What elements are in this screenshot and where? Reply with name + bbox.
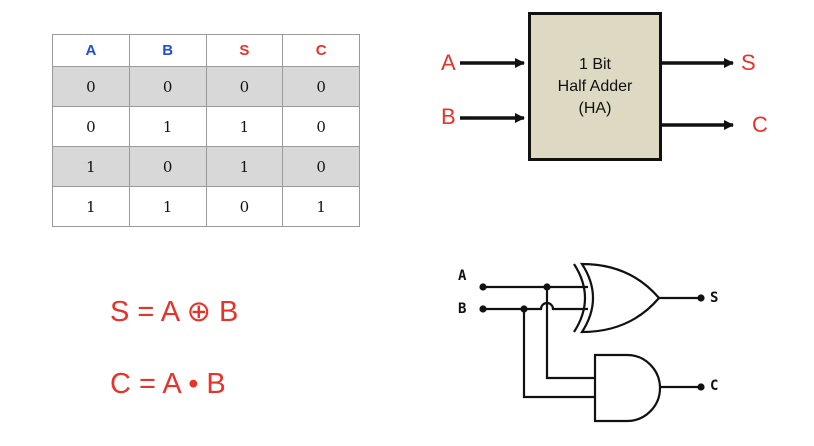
- header-c: C: [282, 34, 360, 67]
- output-c-dot: [697, 383, 705, 391]
- cell-c: 0: [282, 66, 360, 107]
- gate-input-b-label: B: [458, 301, 467, 317]
- truth-table: A B S C 0 0 0 0 0 1 1 0 1 0 1 0 1 1 0 1: [52, 34, 360, 227]
- xor-gate-icon: [573, 262, 661, 334]
- input-b-dot: [479, 305, 487, 313]
- block-input-b-label: B: [441, 104, 456, 129]
- wire-a-to-and: [545, 287, 595, 380]
- carry-equation: C = A • B: [110, 368, 226, 400]
- cell-c: 0: [282, 146, 360, 187]
- block-input-a-label: A: [441, 50, 456, 75]
- cell-s: 0: [205, 186, 284, 227]
- cell-b: 1: [128, 186, 207, 227]
- truth-table-header-row: A B S C: [52, 34, 360, 67]
- output-s-dot: [697, 294, 705, 302]
- junction-b-dot: [520, 305, 528, 313]
- table-row: 1 1 0 1: [52, 186, 360, 227]
- and-gate-icon: [593, 353, 662, 423]
- cell-c: 1: [282, 186, 360, 227]
- cell-a: 0: [52, 66, 130, 107]
- table-row: 1 0 1 0: [52, 146, 360, 187]
- cell-s: 0: [205, 66, 284, 107]
- block-title-line2: Half Adder: [557, 77, 633, 95]
- table-row: 0 0 0 0: [52, 66, 360, 107]
- wire-b-to-and: [522, 309, 595, 399]
- table-row: 0 1 1 0: [52, 106, 360, 147]
- block-title-line3: (HA): [578, 99, 612, 117]
- cell-a: 1: [52, 186, 130, 227]
- gate-output-c-label: C: [710, 378, 719, 394]
- gate-output-s-label: S: [710, 290, 719, 306]
- block-title-line1: 1 Bit: [578, 55, 611, 73]
- cell-b: 0: [128, 66, 207, 107]
- wire-b: [483, 301, 588, 311]
- cell-s: 1: [205, 106, 284, 147]
- cell-s: 1: [205, 146, 284, 187]
- cell-a: 0: [52, 106, 130, 147]
- half-adder-block: 1 Bit Half Adder (HA): [528, 12, 662, 161]
- block-output-s-label: S: [741, 50, 756, 75]
- cell-b: 1: [128, 106, 207, 147]
- junction-a-dot: [543, 283, 551, 291]
- header-s: S: [205, 34, 284, 67]
- gate-input-a-label: A: [458, 268, 467, 284]
- cell-c: 0: [282, 106, 360, 147]
- cell-b: 0: [128, 146, 207, 187]
- block-output-c-label: C: [752, 112, 768, 137]
- input-a-dot: [479, 283, 487, 291]
- sum-equation: S = A ⊕ B: [110, 296, 239, 328]
- cell-a: 1: [52, 146, 130, 187]
